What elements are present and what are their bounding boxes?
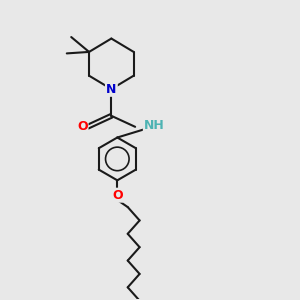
Text: N: N <box>106 82 116 96</box>
Text: O: O <box>112 189 123 202</box>
Text: O: O <box>77 120 88 133</box>
Text: NH: NH <box>143 119 164 132</box>
